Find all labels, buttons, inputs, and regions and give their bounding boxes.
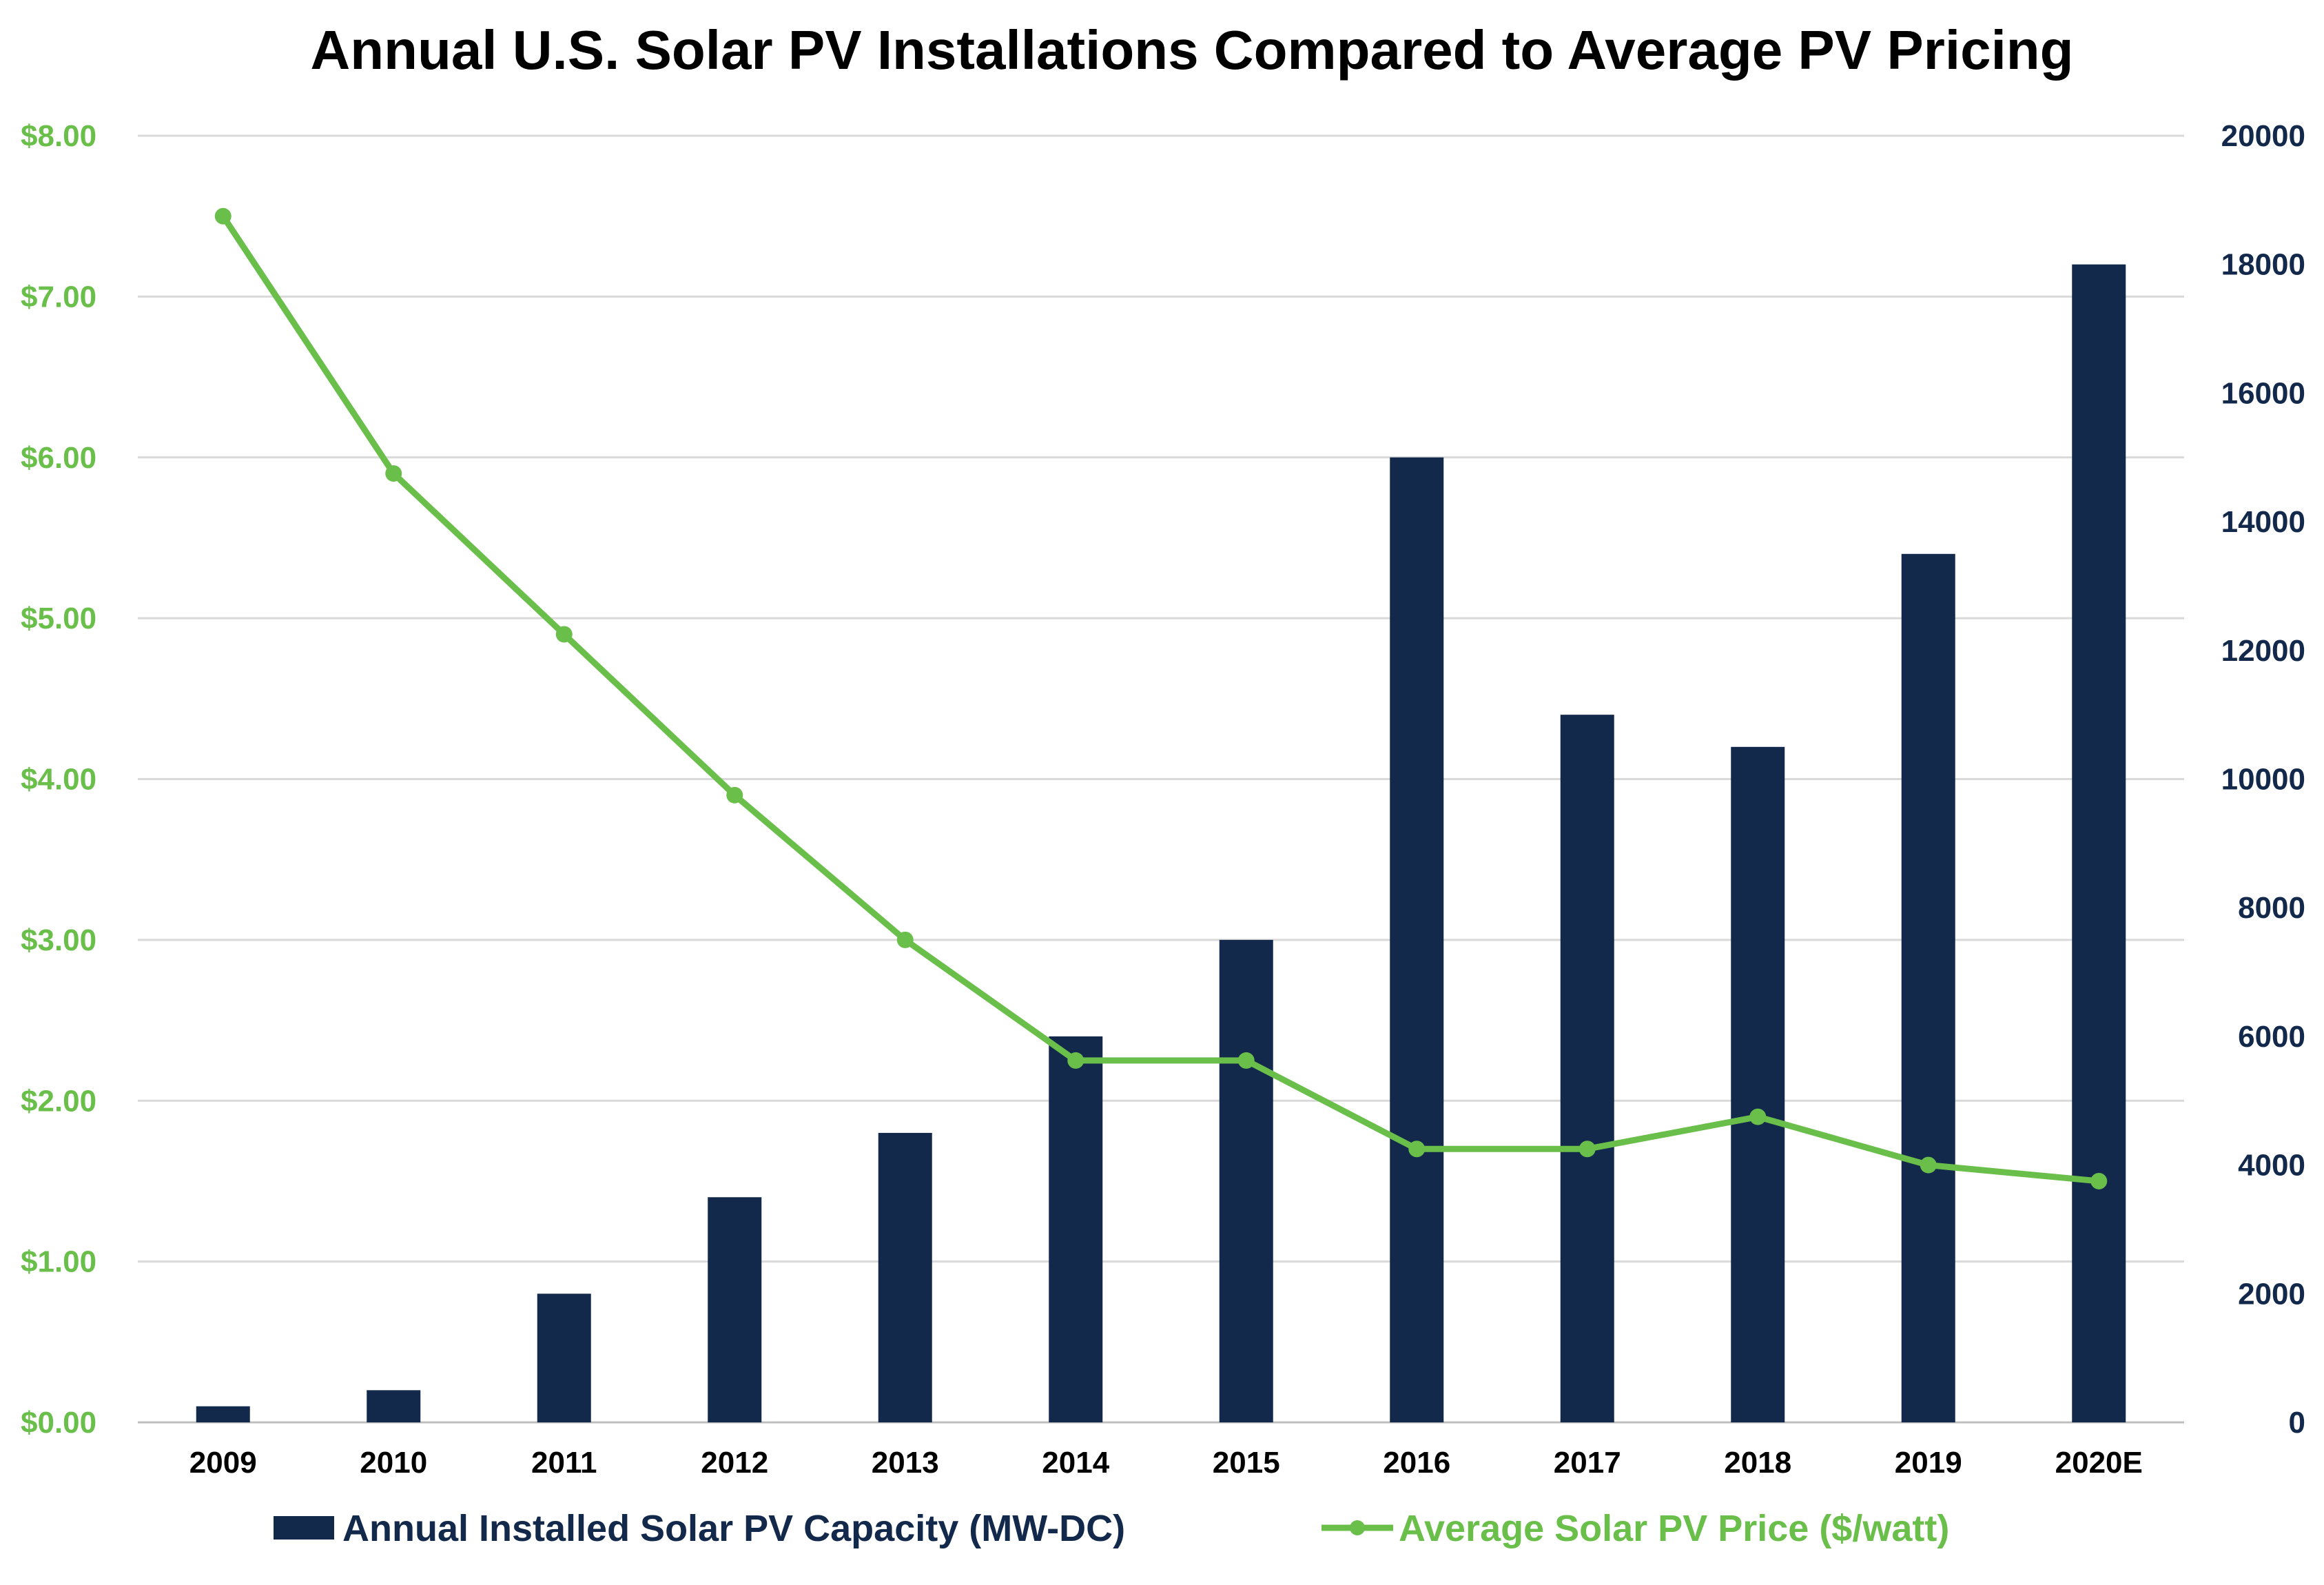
legend: Annual Installed Solar PV Capacity (MW-D… — [274, 1508, 1949, 1549]
x-axis-tick-label: 2018 — [1724, 1446, 1791, 1480]
x-axis-tick-label: 2016 — [1383, 1446, 1450, 1480]
price-point-2018 — [1749, 1108, 1767, 1125]
bar-2019 — [1901, 553, 1955, 1422]
bar-2011 — [537, 1293, 591, 1422]
left-axis-tick-label: $1.00 — [21, 1245, 96, 1279]
bar-2013 — [878, 1132, 932, 1422]
price-point-2012 — [726, 786, 743, 804]
bar-2010 — [367, 1390, 421, 1422]
x-axis-tick-label: 2017 — [1554, 1446, 1621, 1480]
price-point-2016 — [1408, 1141, 1426, 1158]
right-axis-tick-label: 8000 — [2238, 891, 2305, 925]
legend-line-label: Average Solar PV Price ($/watt) — [1399, 1508, 1949, 1549]
right-axis-tick-label: 12000 — [2221, 634, 2305, 668]
x-axis-tick-label: 2011 — [531, 1446, 597, 1480]
price-point-2017 — [1579, 1141, 1596, 1158]
bar-2015 — [1219, 939, 1273, 1422]
price-point-2019 — [1920, 1156, 1937, 1174]
legend-bar-label: Annual Installed Solar PV Capacity (MW-D… — [342, 1508, 1125, 1549]
right-axis-tick-label: 4000 — [2238, 1149, 2305, 1183]
right-axis-tick-label: 20000 — [2221, 119, 2305, 153]
bar-2017 — [1560, 715, 1614, 1422]
right-axis-tick-label: 16000 — [2221, 376, 2305, 410]
bar-2020E — [2072, 264, 2126, 1423]
chart-title: Annual U.S. Solar PV Installations Compa… — [310, 19, 2073, 81]
x-axis-tick-label: 2014 — [1042, 1446, 1109, 1480]
right-y-axis: 0 2000 4000 6000 8000 10000 12000 14000 16000 180… — [2221, 119, 2305, 1440]
legend-line-marker — [1350, 1520, 1365, 1535]
left-axis-tick-label: $6.00 — [21, 441, 96, 475]
price-point-2011 — [555, 626, 573, 643]
right-axis-tick-label: 14000 — [2221, 505, 2305, 539]
left-axis-tick-label: $7.00 — [21, 280, 96, 314]
x-axis-tick-label: 2009 — [189, 1446, 257, 1480]
gridlines — [138, 134, 2184, 1424]
price-point-2009 — [214, 207, 232, 225]
right-axis-tick-label: 0 — [2289, 1406, 2305, 1440]
left-axis-tick-label: $4.00 — [21, 763, 96, 797]
x-axis-tick-label: 2015 — [1213, 1446, 1280, 1480]
bar-series — [196, 264, 2126, 1423]
left-axis-tick-label: $8.00 — [21, 119, 96, 153]
x-axis-tick-label: 2012 — [701, 1446, 768, 1480]
x-axis-tick-label: 2013 — [872, 1446, 939, 1480]
price-point-2014 — [1067, 1052, 1084, 1069]
legend-bar-swatch — [274, 1516, 334, 1540]
bar-2018 — [1731, 746, 1785, 1422]
right-axis-tick-label: 10000 — [2221, 763, 2305, 797]
left-y-axis: $0.00 $1.00 $2.00 $3.00 $4.00 $5.00 $6.00 $7.00… — [21, 119, 96, 1440]
x-axis-tick-label: 2020E — [2055, 1446, 2143, 1480]
left-axis-tick-label: $2.00 — [21, 1084, 96, 1118]
bar-2009 — [196, 1406, 250, 1422]
bar-2016 — [1390, 457, 1444, 1422]
price-line — [220, 213, 2102, 1185]
price-point-2020E — [2090, 1172, 2108, 1189]
left-axis-tick-label: $3.00 — [21, 923, 96, 957]
right-axis-tick-label: 18000 — [2221, 248, 2305, 282]
right-axis-tick-label: 6000 — [2238, 1020, 2305, 1054]
price-point-2010 — [385, 465, 402, 482]
left-axis-tick-label: $0.00 — [21, 1406, 96, 1440]
bar-2012 — [708, 1197, 762, 1422]
right-axis-tick-label: 2000 — [2238, 1277, 2305, 1311]
x-axis-tick-label: 2019 — [1895, 1446, 1962, 1480]
price-point-2013 — [896, 931, 914, 948]
line-series — [214, 207, 2108, 1189]
left-axis-tick-label: $5.00 — [21, 602, 96, 635]
bar-2014 — [1049, 1036, 1103, 1422]
price-point-2015 — [1237, 1052, 1255, 1069]
x-axis-tick-label: 2010 — [360, 1446, 427, 1480]
x-axis: 2009 2010 2011 2012 2013 2014 2015 2016 2017 2018… — [189, 1446, 2143, 1480]
